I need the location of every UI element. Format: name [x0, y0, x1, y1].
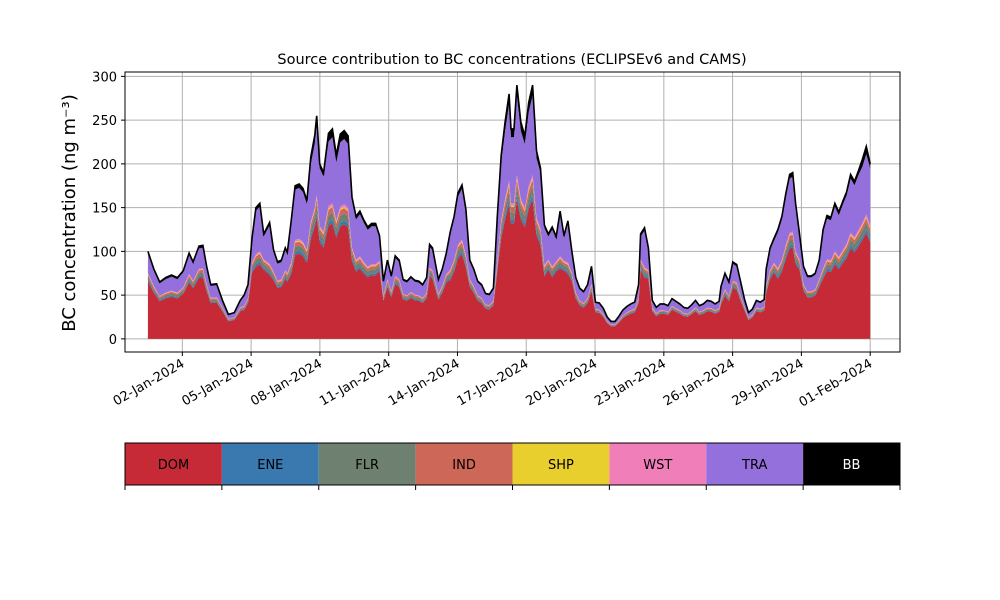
legend-swatch-flr: [318, 443, 416, 485]
legend-swatch-ene: [221, 443, 319, 485]
y-tick-label: 200: [92, 158, 117, 173]
x-tick-label: 26-Jan-2024: [661, 356, 738, 409]
x-tick-label: 29-Jan-2024: [730, 356, 807, 409]
legend: DOM ENE FLR IND SHP WST TRA BB: [124, 442, 901, 490]
y-tick-label: 50: [100, 289, 117, 304]
area-series: [147, 84, 871, 339]
plot-frame: [124, 71, 901, 353]
legend-label-wst: WST: [643, 458, 672, 473]
legend-swatch-shp: [512, 443, 610, 485]
legend-label-bb: BB: [843, 458, 861, 473]
area-flr: [147, 185, 871, 326]
area-dom: [147, 199, 871, 339]
y-tick-label: 150: [92, 202, 117, 217]
x-tick-label: 02-Jan-2024: [111, 356, 188, 409]
x-tick-label: 05-Jan-2024: [180, 356, 257, 409]
legend-label-dom: DOM: [158, 458, 189, 473]
y-tick-label: 100: [92, 245, 117, 260]
area-tra: [147, 95, 871, 325]
legend-label-tra: TRA: [741, 458, 767, 473]
chart-title: Source contribution to BC concentrations…: [277, 52, 746, 68]
x-tick-label: 17-Jan-2024: [455, 356, 532, 409]
total-outline: [147, 84, 871, 323]
legend-swatch-tra: [706, 443, 804, 485]
x-tick-label: 23-Jan-2024: [592, 356, 669, 409]
x-tick-label: 08-Jan-2024: [248, 356, 325, 409]
y-tick-label: 300: [92, 70, 117, 85]
x-tick-label: 14-Jan-2024: [386, 356, 463, 409]
legend-label-flr: FLR: [355, 458, 379, 473]
y-axis-label: BC concentration (ng m⁻³): [59, 94, 80, 332]
legend-swatch-ind: [415, 443, 513, 485]
x-tick-label: 11-Jan-2024: [317, 356, 394, 409]
x-tick-label: 20-Jan-2024: [523, 356, 600, 409]
y-tick-label: 250: [92, 114, 117, 129]
legend-swatch-wst: [609, 443, 707, 485]
x-tick-label: 01-Feb-2024: [797, 356, 876, 410]
legend-swatch-dom: [125, 443, 222, 485]
legend-label-ene: ENE: [257, 458, 283, 473]
y-tick-label: 0: [109, 333, 117, 348]
legend-label-ind: IND: [452, 458, 476, 473]
legend-label-shp: SHP: [548, 458, 574, 473]
legend-swatch-bb: [803, 443, 900, 485]
